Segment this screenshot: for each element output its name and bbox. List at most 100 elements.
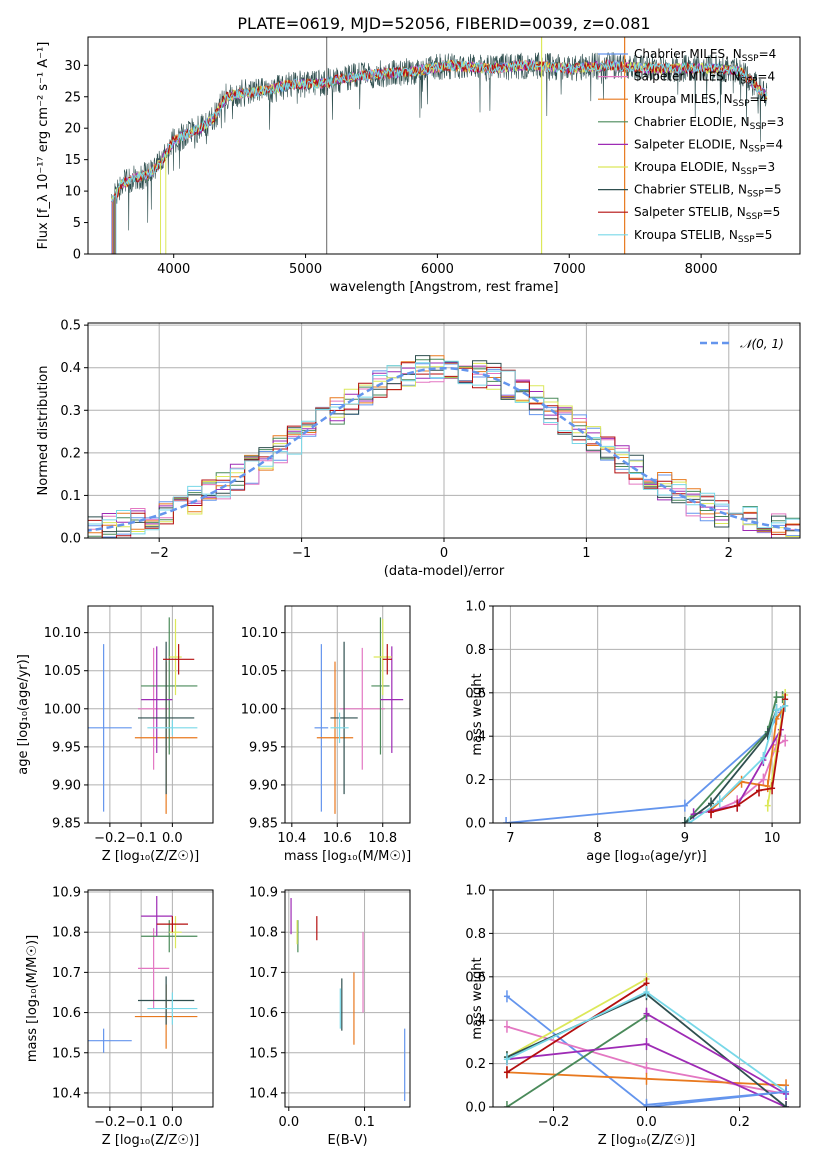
panel-age-vs-mass: 10.4 10.6 10.8 9.85 9.90 9.95 10.00 10.05 10.10 m… <box>241 605 411 864</box>
y-tick-label: 0.2 <box>465 773 486 788</box>
y-tick-label: 0.0 <box>60 532 81 547</box>
y-tick-label: 10.9 <box>249 886 278 901</box>
x-tick-label: 10.6 <box>323 831 352 846</box>
x-axis-label: age [log₁₀(age/yr)] <box>586 849 707 864</box>
panel-mass-weight-vs-z: −0.2 0.0 0.2 0.0 0.2 0.4 0.6 0.8 1.0 Z [log₁₀(Z/Z… <box>465 884 801 1148</box>
weight-line-3 <box>506 1015 647 1107</box>
y-tick-label: 10.05 <box>241 664 278 679</box>
y-tick-label: 10.7 <box>249 966 278 981</box>
y-axis-label: mass weight <box>470 957 485 1039</box>
axes-frame <box>492 605 801 824</box>
x-tick-label: 2 <box>725 546 733 561</box>
y-tick-label: 0.0 <box>465 1101 486 1116</box>
x-tick-label: −2 <box>150 546 169 561</box>
y-tick-label: 0.8 <box>465 927 486 942</box>
y-axis-label: Flux [f_λ 10⁻¹⁷ erg cm⁻² s⁻¹ A⁻¹] <box>36 42 51 250</box>
weight-line-6 <box>684 709 778 823</box>
x-tick-label: 4000 <box>157 262 190 277</box>
legend-entry-6: Chabrier STELIB, NSSP=5 <box>634 183 782 200</box>
panel-age-vs-z: −0.2 −0.1 0.0 9.85 9.90 9.95 10.00 10.05 10.10 Z … <box>16 605 214 864</box>
axes-frame <box>284 605 411 824</box>
y-tick-label: 0.2 <box>60 446 81 461</box>
weight-line-3 <box>684 696 783 823</box>
legend-entry-2: Kroupa MILES, NSSP=4 <box>634 92 767 109</box>
y-tick-label: 10.6 <box>52 1006 81 1021</box>
y-tick-label: 5 <box>73 216 81 231</box>
y-tick-label: 0 <box>73 248 81 263</box>
x-axis-label: Z [log₁₀(Z/Z☉)] <box>598 1133 695 1148</box>
y-tick-label: 10.5 <box>52 1046 81 1061</box>
y-axis-label: mass weight <box>470 673 485 755</box>
plot-area-age-vs-z <box>88 617 198 814</box>
weight-line-10 <box>646 1090 787 1106</box>
y-tick-label: 0.2 <box>465 1057 486 1072</box>
y-tick-label: 10.8 <box>249 926 278 941</box>
normal-curve <box>88 366 800 532</box>
y-tick-label: 0.6 <box>465 970 486 985</box>
y-tick-label: 10.05 <box>44 664 81 679</box>
axes-frame <box>87 36 801 255</box>
y-tick-label: 25 <box>64 90 81 105</box>
axes-frame <box>87 889 214 1108</box>
plot-area-spectrum <box>111 37 768 254</box>
y-tick-label: 10.8 <box>52 926 81 941</box>
x-tick-label: 0 <box>440 546 448 561</box>
weight-line-5 <box>506 978 647 1058</box>
x-axis-label: E(B-V) <box>327 1133 367 1148</box>
chart-title: PLATE=0619, MJD=52056, FIBERID=0039, z=0… <box>237 14 650 33</box>
y-tick-label: 1.0 <box>465 600 486 615</box>
x-tick-label: 8000 <box>685 262 718 277</box>
x-tick-label: 0.0 <box>278 1115 299 1130</box>
spectrum-series-5 <box>111 58 768 201</box>
x-tick-label: 10.4 <box>277 831 306 846</box>
legend: Chabrier MILES, NSSP=4 Salpeter MILES, NS… <box>598 47 784 245</box>
x-axis-label: wavelength [Angstrom, rest frame] <box>330 280 559 295</box>
axes-frame <box>87 605 214 824</box>
x-tick-label: −0.2 <box>538 1115 570 1130</box>
y-tick-label: 10.00 <box>241 702 278 717</box>
x-tick-label: 8 <box>594 831 602 846</box>
y-tick-label: 10.10 <box>44 626 81 641</box>
axes-frame <box>284 889 411 1108</box>
legend-entry-4: Salpeter ELODIE, NSSP=4 <box>634 137 783 154</box>
y-tick-label: 9.95 <box>52 740 81 755</box>
y-tick-label: 10.6 <box>249 1006 278 1021</box>
axes-frame <box>492 889 801 1108</box>
y-tick-label: 10.00 <box>44 702 81 717</box>
plot-area-mass-vs-ebv <box>290 898 406 1101</box>
x-tick-label: −0.2 <box>94 1115 126 1130</box>
x-tick-label: 7 <box>506 831 514 846</box>
y-tick-label: 0.3 <box>60 404 81 419</box>
x-tick-label: 1 <box>582 546 590 561</box>
panel-mass-weight-vs-age: 7 8 9 10 0.0 0.2 0.4 0.6 0.8 1.0 age [log₁₀(age/yr… <box>465 600 801 864</box>
legend-entry-3: Chabrier ELODIE, NSSP=3 <box>634 115 784 132</box>
y-tick-label: 9.95 <box>249 740 278 755</box>
y-tick-label: 10.4 <box>52 1086 81 1101</box>
y-axis-label: mass [log₁₀(M/M☉)] <box>25 935 40 1062</box>
y-tick-label: 0.8 <box>465 643 486 658</box>
y-tick-label: 0.0 <box>465 817 486 832</box>
y-tick-label: 9.85 <box>52 817 81 832</box>
y-tick-label: 0.6 <box>465 686 486 701</box>
y-tick-label: 10.4 <box>249 1086 278 1101</box>
x-tick-label: 0.1 <box>354 1115 375 1130</box>
legend: 𝒩(0, 1) <box>700 337 784 351</box>
legend-label: 𝒩(0, 1) <box>740 337 784 351</box>
y-axis-label: Normed distribution <box>36 366 51 496</box>
plot-area-mass-weight-vs-age <box>503 688 789 823</box>
x-tick-label: −1 <box>292 546 311 561</box>
x-tick-label: 10 <box>764 831 781 846</box>
x-tick-label: 7000 <box>553 262 586 277</box>
plot-area-residuals <box>88 355 800 538</box>
legend-entry-8: Kroupa STELIB, NSSP=5 <box>634 228 772 245</box>
weight-line-9 <box>646 1012 787 1095</box>
x-tick-label: 0.0 <box>162 1115 183 1130</box>
panel-residuals: −2 −1 0 1 2 0.0 0.1 0.2 0.3 0.4 0.5 (data-model)/er… <box>36 319 801 579</box>
x-tick-label: −0.1 <box>125 831 157 846</box>
y-tick-label: 10.9 <box>52 886 81 901</box>
y-tick-label: 0.4 <box>465 1014 486 1029</box>
x-tick-label: 0.2 <box>729 1115 750 1130</box>
weight-line-4 <box>693 729 782 816</box>
legend-entry-7: Salpeter STELIB, NSSP=5 <box>634 205 780 222</box>
